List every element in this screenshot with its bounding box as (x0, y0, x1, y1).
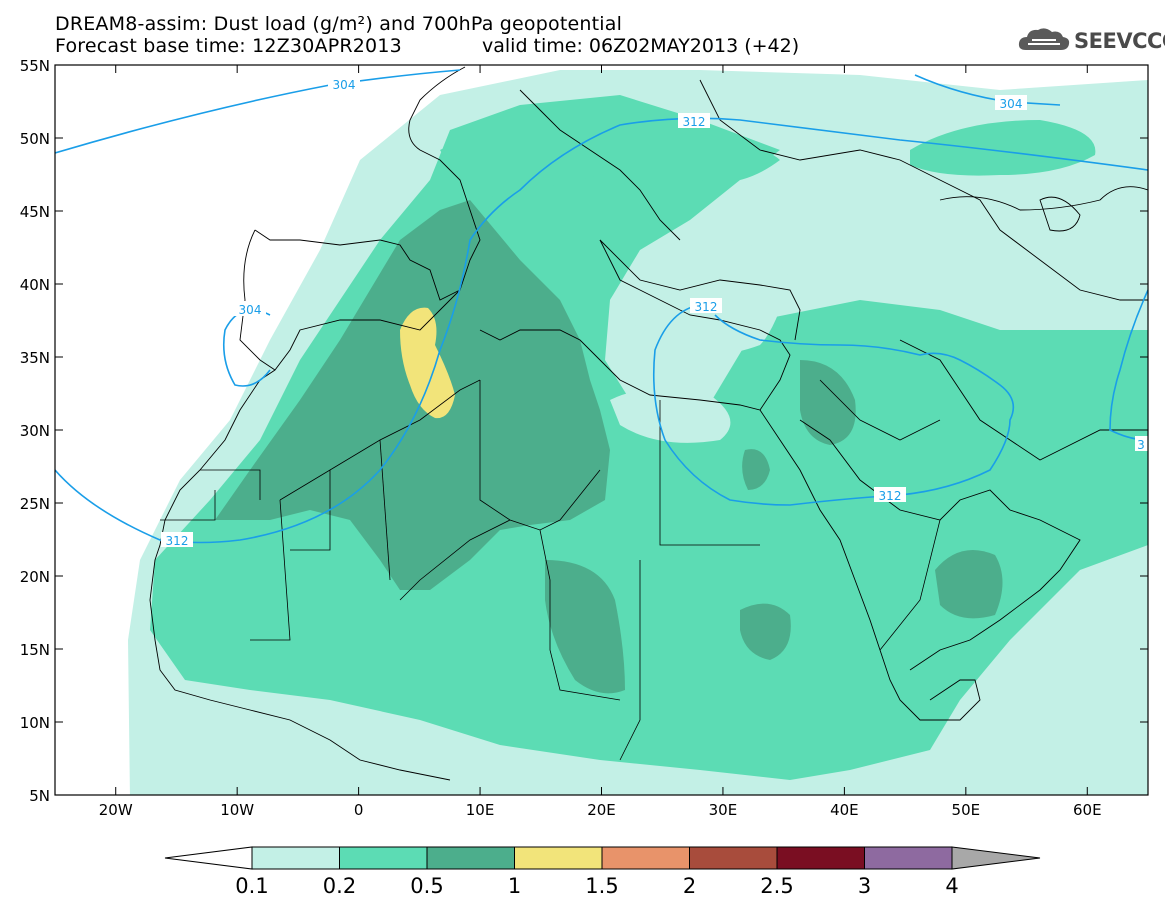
lon-tick-label: 40E (830, 801, 859, 819)
dust-area-dark-syria (800, 360, 856, 445)
colorbar: 0.1 0.2 0.5 1 1.5 2 2.5 3 4 (164, 846, 1041, 898)
lat-tick-label: 5N (29, 787, 50, 805)
lat-tick-label: 15N (20, 641, 50, 659)
dust-area-dark-sudan (740, 603, 791, 660)
colorbar-over-arrow (951, 846, 1041, 870)
dust-clear-levant (610, 388, 731, 443)
lon-tick-label: 30E (709, 801, 738, 819)
lat-tick-label: 50N (20, 130, 50, 148)
colorbar-segment (776, 846, 865, 870)
colorbar-label: 0.5 (410, 874, 443, 898)
dust-clear-turkey (610, 239, 790, 354)
colorbar-segment (339, 846, 428, 870)
colorbar-label: 1.5 (585, 874, 618, 898)
colorbar-label: 1 (508, 874, 521, 898)
contour-label: 312 (166, 534, 189, 548)
dust-area-russia (910, 120, 1096, 176)
colorbar-segment (514, 846, 603, 870)
colorbar-label: 2 (683, 874, 696, 898)
contour-label: 3 (1137, 438, 1145, 452)
dust-area-dark-egypt (742, 449, 770, 490)
lon-tick-label: 20E (587, 801, 616, 819)
colorbar-segment (689, 846, 778, 870)
lon-tick-label: 10E (466, 801, 495, 819)
lat-tick-label: 25N (20, 495, 50, 513)
map-title: DREAM8-assim: Dust load (g/m²) and 700hP… (55, 13, 623, 35)
logo-text: SEEVCCC (1074, 29, 1165, 53)
colorbar-label: 2.5 (760, 874, 793, 898)
dust-area-europe (440, 123, 780, 200)
lat-tick-label: 30N (20, 422, 50, 440)
lat-tick-label: 20N (20, 568, 50, 586)
lat-tick-label: 35N (20, 349, 50, 367)
forecast-base-time: Forecast base time: 12Z30APR2013 (55, 35, 402, 57)
contour-label: 304 (333, 78, 356, 92)
country-borders (160, 379, 941, 761)
valid-time: valid time: 06Z02MAY2013 (+42) (482, 35, 800, 57)
lat-tick-label: 55N (20, 57, 50, 75)
dust-area-peak (400, 307, 455, 419)
lon-tick-label: 50E (952, 801, 981, 819)
lon-tick-label: 60E (1073, 801, 1102, 819)
colorbar-segment (601, 846, 690, 870)
lon-axis: 20W 10W 0 10E 20E 30E 40E 50E 60E (99, 65, 1102, 819)
contour-label: 312 (695, 300, 718, 314)
lon-tick-label: 20W (99, 801, 133, 819)
dust-area-dark-arabia (935, 550, 1003, 619)
contour-label: 312 (879, 489, 902, 503)
dust-area-dark-south (545, 560, 625, 694)
dust-area-dark-west (215, 200, 610, 590)
lon-tick-label: 0 (354, 801, 364, 819)
colorbar-under-arrow (164, 846, 253, 870)
colorbar-label: 4 (945, 874, 958, 898)
contour-label: 312 (683, 115, 706, 129)
colorbar-segment (864, 846, 953, 870)
colorbar-label: 0.2 (323, 874, 356, 898)
colorbar-label: 3 (858, 874, 871, 898)
dust-field: 304 304 304 312 312 312 312 3 (55, 66, 1148, 795)
contour-label: 304 (239, 303, 262, 317)
contour-label: 304 (1000, 97, 1023, 111)
colorbar-label: 0.1 (235, 874, 268, 898)
lat-tick-label: 10N (20, 714, 50, 732)
lat-axis: 55N 50N 45N 40N 35N 30N 25N 20N 15N 10N 5N (20, 57, 1148, 805)
colorbar-segment (426, 846, 515, 870)
lat-tick-label: 40N (20, 276, 50, 294)
lon-tick-label: 10W (220, 801, 254, 819)
colorbar-segment (251, 846, 340, 870)
seevccc-logo: SEEVCCC (1016, 24, 1165, 58)
cloud-icon (1018, 28, 1070, 50)
contour-labels: 304 304 304 312 312 312 312 3 (161, 76, 1148, 548)
lat-tick-label: 45N (20, 203, 50, 221)
